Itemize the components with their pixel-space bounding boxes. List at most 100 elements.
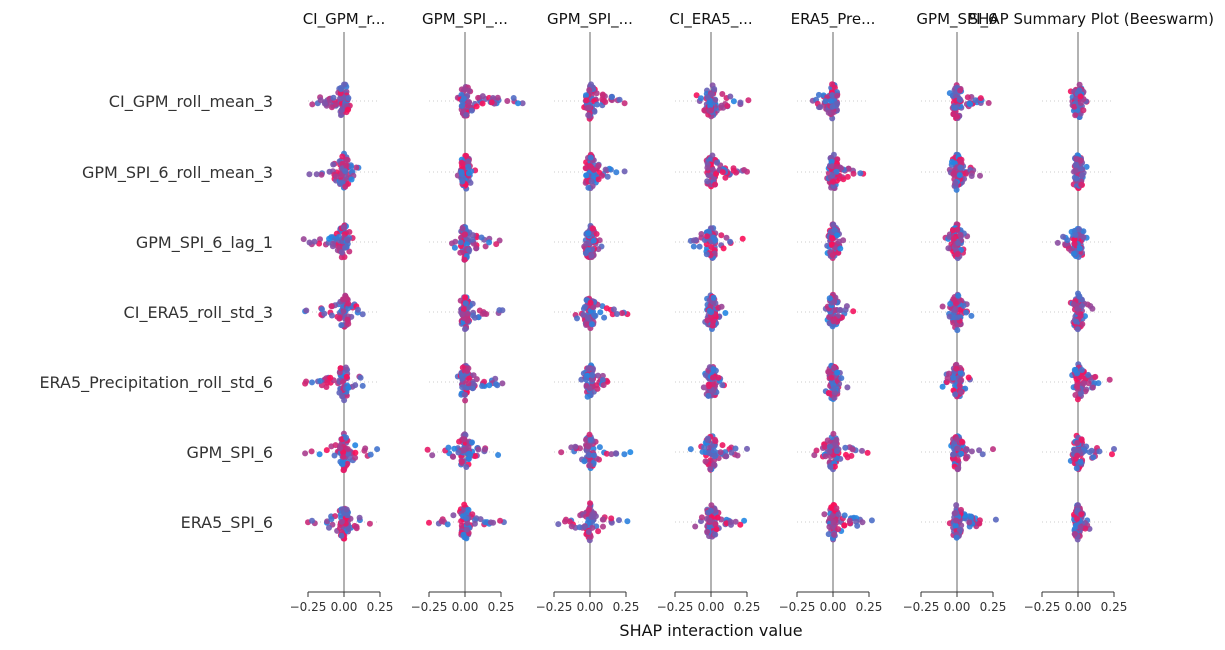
shap-dot — [831, 364, 837, 371]
shap-dot — [469, 439, 475, 446]
shap-dot — [827, 98, 834, 104]
shap-dot — [329, 243, 336, 250]
shap-dot — [985, 100, 992, 106]
shap-dot — [338, 322, 345, 329]
shap-dot — [344, 460, 351, 467]
shap-dot — [343, 162, 350, 169]
shap-dot — [741, 167, 748, 173]
shap-dot — [340, 308, 347, 315]
shap-dot — [1090, 454, 1097, 461]
shap-dot — [459, 160, 466, 167]
shap-dot — [588, 252, 595, 259]
shap-dot — [722, 310, 729, 316]
shap-dot — [1072, 112, 1079, 119]
shap-dot — [465, 365, 472, 372]
row-label: CI_GPM_roll_mean_3 — [109, 92, 273, 112]
shap-dot — [581, 524, 588, 530]
x-tick-label: 0.00 — [698, 600, 725, 614]
shap-dot — [719, 382, 726, 389]
shap-dot — [302, 450, 309, 457]
shap-dot — [462, 152, 469, 159]
shap-dot — [344, 237, 351, 244]
shap-dot — [479, 100, 486, 107]
shap-dot — [586, 431, 593, 438]
shap-dot — [465, 380, 472, 387]
shap-dot — [610, 306, 617, 313]
shap-dot — [1078, 157, 1084, 164]
shap-dot — [558, 449, 565, 456]
shap-dot — [339, 393, 346, 400]
shap-dot — [599, 372, 606, 379]
shap-dot — [718, 232, 725, 239]
shap-dot — [1076, 226, 1082, 232]
shap-dot — [1073, 318, 1080, 325]
shap-dot — [600, 382, 607, 389]
shap-dot — [608, 94, 615, 100]
shap-dot — [835, 526, 842, 533]
shap-dot — [583, 436, 589, 443]
shap-dot — [957, 158, 964, 165]
shap-dot — [1074, 305, 1081, 312]
shap-dot — [492, 375, 499, 382]
shap-dot — [829, 163, 836, 170]
shap-dot — [711, 453, 718, 460]
shap-dot — [466, 375, 473, 382]
shap-dot — [323, 447, 330, 454]
shap-dot — [950, 451, 956, 458]
shap-dot — [316, 240, 323, 247]
shap-dot — [619, 310, 625, 317]
shap-dot — [1082, 313, 1088, 320]
shap-dot — [1096, 448, 1103, 455]
shap-dot — [831, 389, 838, 396]
shap-dot — [593, 90, 600, 97]
shap-dot — [1078, 437, 1085, 443]
shap-dot — [345, 450, 352, 457]
shap-dot — [1088, 447, 1095, 454]
shap-dot — [460, 447, 467, 454]
shap-dot — [589, 372, 596, 379]
shap-dot — [470, 372, 477, 379]
shap-dot — [698, 231, 705, 237]
dots-layer — [300, 81, 1117, 544]
shap-dot — [849, 446, 856, 453]
shap-dot — [949, 227, 956, 234]
shap-dot — [1075, 447, 1082, 454]
shap-dot — [710, 299, 717, 306]
x-axis-layer: −0.25 0.00 0.25 −0.25 0.00 0.25 −0.25 0.00 0.25 −… — [290, 591, 1127, 614]
shap-dot — [829, 103, 836, 110]
shap-dot — [1076, 293, 1083, 300]
shap-dot — [977, 95, 984, 102]
shap-dot — [457, 249, 464, 256]
shap-dot — [1079, 303, 1085, 309]
shap-dot — [374, 446, 381, 453]
shap-dot — [499, 380, 506, 387]
shap-dot — [357, 374, 364, 381]
shap-dot — [465, 170, 472, 177]
shap-dot — [698, 95, 704, 102]
shap-dot — [337, 365, 344, 372]
shap-dot — [956, 172, 963, 179]
row-label: GPM_SPI_6_lag_1 — [136, 233, 273, 253]
shap-dot — [719, 91, 726, 97]
shap-dot — [730, 167, 737, 174]
shap-dot — [1071, 447, 1078, 454]
shap-dot — [959, 438, 965, 445]
shap-dot — [318, 171, 325, 178]
shap-dot — [342, 183, 349, 190]
shap-dot — [830, 385, 837, 392]
shap-dot — [621, 451, 628, 458]
shap-dot — [732, 518, 739, 525]
shap-dot — [954, 327, 961, 334]
row-label: GPM_SPI_6 — [186, 443, 273, 463]
shap-dot — [469, 385, 476, 392]
shap-dot — [459, 458, 465, 465]
shap-dot — [429, 452, 436, 459]
shap-dot — [587, 154, 594, 161]
shap-dot — [1077, 100, 1084, 106]
shap-dot — [963, 309, 970, 316]
shap-dot — [868, 517, 875, 524]
shap-dot — [493, 241, 500, 248]
shap-dot — [817, 104, 824, 111]
shap-dot — [595, 372, 601, 379]
shap-dot — [581, 304, 588, 310]
